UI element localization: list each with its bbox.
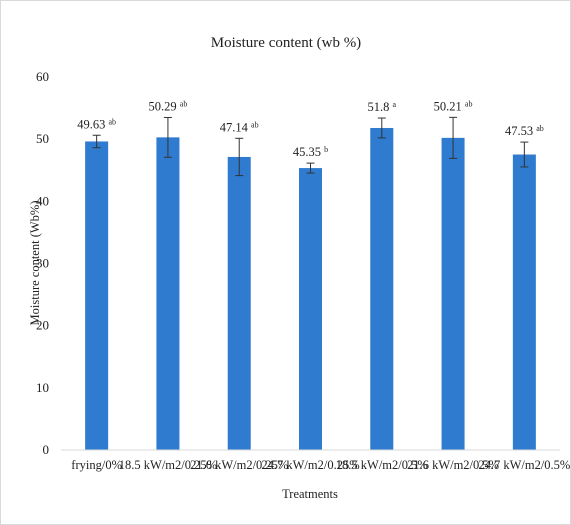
y-tick-label: 30 (36, 256, 49, 271)
x-axis-title: Treatments (282, 487, 338, 501)
data-label: 47.14 ab (220, 120, 259, 134)
y-tick-label: 10 (36, 380, 49, 395)
y-tick-label: 50 (36, 131, 49, 146)
x-axis-labels: frying/0%18.5 kW/m2/0.25%21.6 kW/m2/0.25… (71, 458, 570, 472)
y-tick-label: 40 (36, 193, 49, 208)
error-bar (520, 141, 529, 168)
y-axis-ticks: 0 10 20 30 40 50 60 (36, 69, 49, 457)
x-tick-label: 18.5 kW/m2/0.5% (336, 458, 428, 472)
x-tick-label: 24.7 kW/m2/0.5% (478, 458, 570, 472)
data-label: 45.35 b (293, 145, 328, 159)
bar (227, 156, 251, 450)
error-bar (235, 137, 244, 177)
error-bar (163, 116, 172, 158)
y-tick-label: 0 (43, 442, 50, 457)
bar (85, 141, 109, 450)
data-label: 49.63 ab (77, 117, 116, 131)
data-label: 50.21 ab (434, 99, 473, 113)
bar (441, 137, 465, 451)
bar (156, 137, 180, 450)
data-label: 47.53 ab (505, 124, 544, 138)
x-tick-label: frying/0% (71, 458, 122, 472)
x-tick-label: 24.7 kW/m2/0.25% (261, 458, 359, 472)
bar (370, 127, 394, 450)
y-tick-label: 20 (36, 318, 49, 333)
error-bar (449, 116, 458, 159)
x-tick-label: 18.5 kW/m2/0.25% (119, 458, 217, 472)
x-tick-label: 21.6 kW/m2/0.25% (190, 458, 288, 472)
error-bar (306, 162, 315, 174)
error-bar (92, 134, 101, 149)
data-label: 50.29 ab (149, 99, 188, 113)
error-bar (377, 117, 386, 139)
y-tick-label: 60 (36, 69, 49, 84)
bars-group: 49.63 ab 50.29 ab 47.14 ab 45.35 b 51.8 a 50.… (61, 99, 560, 451)
x-tick-label: 21.6 kW/m2/0.5% (407, 458, 499, 472)
bar (512, 154, 536, 450)
y-axis-title: Moisture content (Wb%) (28, 201, 42, 326)
data-label: 51.8 a (368, 100, 397, 114)
bar (299, 168, 322, 451)
chart-title: Moisture content (wb %) (211, 35, 361, 51)
